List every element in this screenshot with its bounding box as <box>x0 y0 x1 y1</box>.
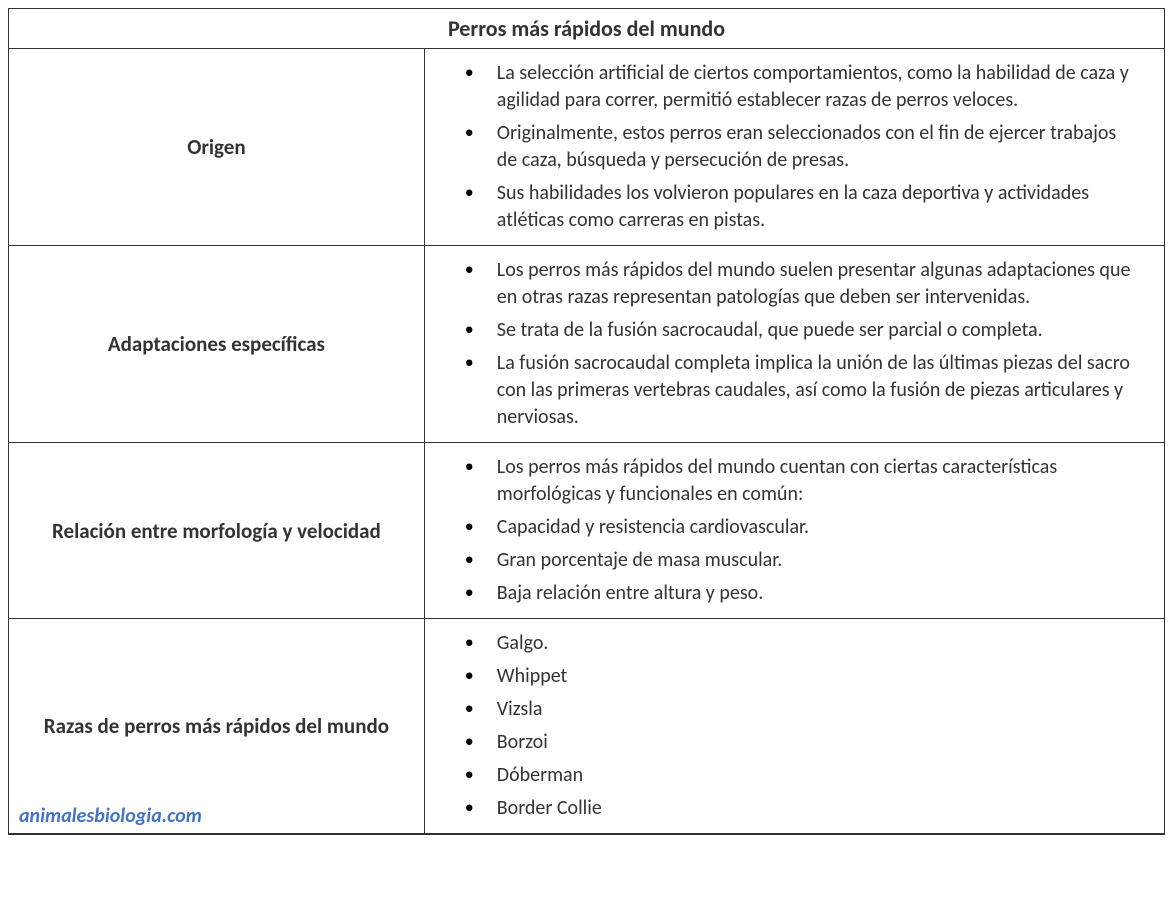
row-content: Los perros más rápidos del mundo suelen … <box>425 246 1164 442</box>
row-label-origen: Origen <box>9 49 425 245</box>
list-item: Borzoi <box>483 726 1154 759</box>
list-item: La selección artificial de ciertos compo… <box>483 57 1154 117</box>
bullet-list: La selección artificial de ciertos compo… <box>425 57 1154 237</box>
list-item: Baja relación entre altura y peso. <box>483 577 1154 610</box>
list-item: Vizsla <box>483 693 1154 726</box>
table-row: Razas de perros más rápidos del mundo Ga… <box>9 619 1164 834</box>
bullet-list: Galgo. Whippet Vizsla Borzoi Dóberman Bo… <box>425 627 1154 825</box>
list-item: Los perros más rápidos del mundo suelen … <box>483 254 1154 314</box>
row-content: Los perros más rápidos del mundo cuentan… <box>425 443 1164 618</box>
row-label-razas: Razas de perros más rápidos del mundo <box>9 619 425 833</box>
list-item: Whippet <box>483 660 1154 693</box>
list-item: Los perros más rápidos del mundo cuentan… <box>483 451 1154 511</box>
list-item: Originalmente, estos perros eran selecci… <box>483 117 1154 177</box>
table-title: Perros más rápidos del mundo <box>9 9 1164 49</box>
table-row: Adaptaciones específicas Los perros más … <box>9 246 1164 443</box>
table-row: Origen La selección artificial de cierto… <box>9 49 1164 246</box>
row-content: Galgo. Whippet Vizsla Borzoi Dóberman Bo… <box>425 619 1164 833</box>
table-row: Relación entre morfología y velocidad Lo… <box>9 443 1164 619</box>
row-label-morfologia: Relación entre morfología y velocidad <box>9 443 425 618</box>
row-content: La selección artificial de ciertos compo… <box>425 49 1164 245</box>
list-item: Galgo. <box>483 627 1154 660</box>
bullet-list: Los perros más rápidos del mundo cuentan… <box>425 451 1154 610</box>
row-label-adaptaciones: Adaptaciones específicas <box>9 246 425 442</box>
bullet-list: Los perros más rápidos del mundo suelen … <box>425 254 1154 434</box>
list-item: Se trata de la fusión sacrocaudal, que p… <box>483 314 1154 347</box>
list-item: Dóberman <box>483 759 1154 792</box>
list-item: Border Collie <box>483 792 1154 825</box>
list-item: La fusión sacrocaudal completa implica l… <box>483 347 1154 434</box>
list-item: Gran porcentaje de masa muscular. <box>483 544 1154 577</box>
info-table: Perros más rápidos del mundo Origen La s… <box>8 8 1165 835</box>
watermark-text: animalesbiologia.com <box>19 804 202 828</box>
list-item: Capacidad y resistencia cardiovascular. <box>483 511 1154 544</box>
list-item: Sus habilidades los volvieron populares … <box>483 177 1154 237</box>
